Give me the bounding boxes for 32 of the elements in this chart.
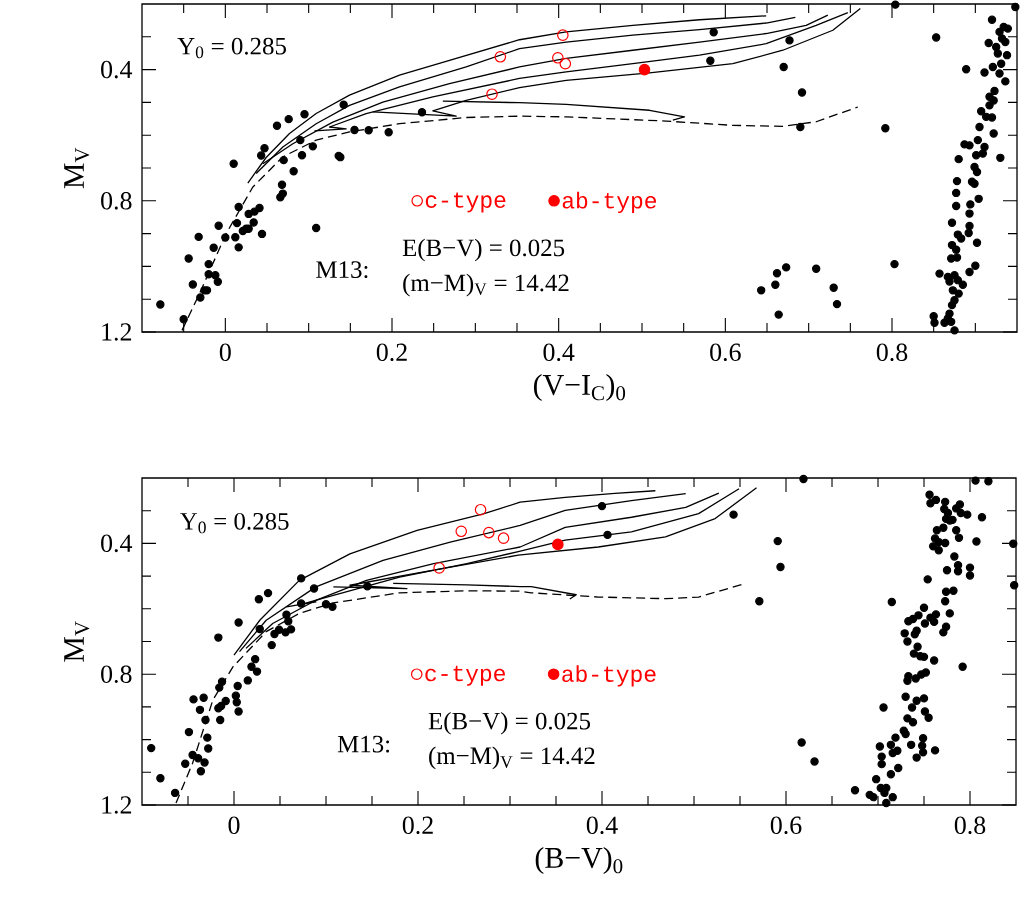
x-tick-label: 0.4: [543, 343, 575, 362]
legend-label: c-type: [425, 665, 505, 686]
y-tick-label: 1.2: [102, 323, 132, 341]
legend-label: ab-type: [562, 665, 656, 687]
y-axis-title: M$_{V}$: [64, 147, 90, 189]
y-tick-label: 0.8: [101, 665, 132, 683]
legend-label: c-type: [425, 192, 506, 213]
annotation: E(B−V) = 0.025: [428, 711, 591, 735]
x-tick-label: 0: [228, 816, 240, 834]
x-axis-title: (V−I$_{C}$)$_{0}$: [533, 373, 626, 402]
annotation: (m−M)$_{V}$ = 14.42: [403, 273, 569, 297]
x-tick-label: 0.4: [586, 816, 618, 835]
y-tick-label: 0.8: [101, 191, 132, 210]
annotation: M13:: [316, 261, 368, 279]
y-tick-label: 0.4: [101, 60, 133, 79]
legend-label: ab-type: [562, 191, 657, 214]
y-axis-title: M$_{V}$: [64, 621, 90, 662]
x-tick-label: 0.2: [402, 816, 433, 835]
annotation: Y$_{0}$ = 0.285: [177, 37, 286, 59]
y-tick-label: 1.2: [102, 796, 132, 814]
x-tick-label: 0.8: [876, 343, 908, 362]
x-tick-label: 0.6: [770, 816, 802, 835]
y-tick-label: 0.4: [101, 534, 133, 553]
annotation: M13:: [337, 735, 390, 753]
x-axis-title: (B−V)$_{0}$: [535, 846, 623, 875]
x-tick-label: 0.8: [954, 816, 986, 835]
x-tick-label: 0: [219, 343, 231, 361]
annotation: Y$_{0}$ = 0.285: [180, 512, 289, 534]
x-tick-label: 0.2: [376, 343, 407, 362]
annotation: E(B−V) = 0.025: [402, 238, 565, 262]
x-tick-label: 0.6: [710, 343, 741, 362]
annotation: (m−M)$_{V}$ = 14.42: [429, 746, 595, 770]
